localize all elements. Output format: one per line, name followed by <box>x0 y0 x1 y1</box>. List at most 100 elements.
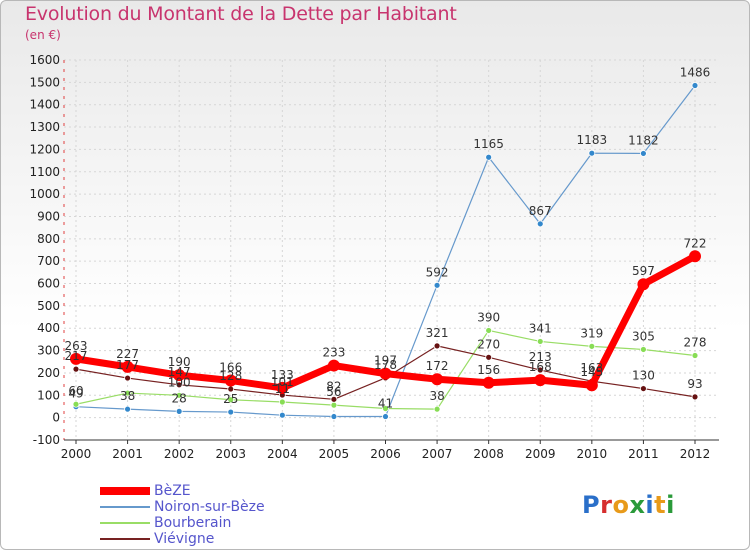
data-label: 178 <box>374 358 397 372</box>
y-tick-label: 1100 <box>29 165 60 179</box>
data-label: 1165 <box>473 137 504 151</box>
data-label: 390 <box>477 310 500 324</box>
data-label: 60 <box>68 384 83 398</box>
data-point <box>227 408 235 416</box>
data-point <box>379 367 392 380</box>
data-point <box>276 381 289 394</box>
data-point <box>72 400 80 408</box>
data-label: 1183 <box>577 133 608 147</box>
data-label: 341 <box>529 321 552 335</box>
data-point <box>330 395 338 403</box>
data-label: 278 <box>684 336 707 350</box>
legend: BèZE Noiron-sur-Bèze Bourberain Viévigne <box>100 483 265 547</box>
x-tick-label: 2008 <box>473 447 504 461</box>
data-point <box>588 149 596 157</box>
data-point <box>124 389 131 397</box>
data-label: 49 <box>68 387 83 401</box>
data-point <box>536 220 544 228</box>
legend-label: Viévigne <box>154 531 215 547</box>
data-point <box>175 381 183 389</box>
data-label: 592 <box>426 265 449 279</box>
data-label: 168 <box>529 360 552 374</box>
chart-title: Evolution du Montant de la Dette par Hab… <box>25 3 457 25</box>
data-point <box>433 281 441 289</box>
y-tick-label: 900 <box>37 209 60 223</box>
y-tick-label: 200 <box>37 366 60 380</box>
data-label: 147 <box>168 365 191 379</box>
data-label: 11 <box>275 382 290 396</box>
legend-label: Bourberain <box>154 515 232 531</box>
data-label: 93 <box>687 377 702 391</box>
x-tick-label: 2004 <box>267 447 298 461</box>
data-point <box>382 413 389 420</box>
y-tick-label: 100 <box>37 388 60 402</box>
data-label: 166 <box>219 361 242 375</box>
data-point <box>330 401 338 409</box>
legend-item: Viévigne <box>100 531 265 547</box>
data-label: 722 <box>684 236 707 250</box>
data-point <box>637 278 650 291</box>
data-label: 25 <box>223 392 238 406</box>
data-label: 28 <box>172 391 187 405</box>
data-label: 38 <box>120 389 135 403</box>
data-point <box>278 398 286 406</box>
data-point <box>175 407 183 415</box>
y-tick-label: 1300 <box>29 120 60 134</box>
legend-item: Bourberain <box>100 515 265 531</box>
data-point <box>691 352 699 359</box>
data-label: 597 <box>632 264 655 278</box>
data-point <box>124 374 131 382</box>
y-tick-label: 800 <box>37 232 60 246</box>
data-point <box>640 346 647 353</box>
data-label: 217 <box>65 349 88 363</box>
data-label: 172 <box>426 359 449 373</box>
data-point <box>482 376 495 389</box>
data-label: 130 <box>632 369 655 383</box>
data-point <box>124 405 131 413</box>
legend-item: Noiron-sur-Bèze <box>100 499 265 515</box>
y-tick-label: 1600 <box>29 53 60 67</box>
data-label: 133 <box>271 368 294 382</box>
proxiti-logo: Proxiti <box>582 491 675 519</box>
data-label: 263 <box>65 339 88 353</box>
data-point <box>175 391 183 399</box>
data-label: 270 <box>477 337 500 351</box>
data-point <box>485 327 493 334</box>
data-point <box>689 250 701 263</box>
y-tick-label: -100 <box>33 433 60 447</box>
data-label: 177 <box>116 358 139 372</box>
y-tick-label: 1400 <box>29 98 60 112</box>
data-label: 190 <box>168 355 191 369</box>
legend-swatch <box>100 506 150 508</box>
data-point <box>640 385 647 392</box>
x-tick-label: 2011 <box>628 447 659 461</box>
data-label: 100 <box>168 375 191 389</box>
data-label: 156 <box>477 363 500 377</box>
x-tick-label: 2006 <box>370 447 401 461</box>
data-point <box>70 352 82 365</box>
data-label: 227 <box>116 347 139 361</box>
legend-swatch <box>100 538 150 540</box>
data-point <box>536 338 544 345</box>
y-tick-label: 1000 <box>29 187 60 201</box>
data-point <box>278 411 286 419</box>
data-label: 1486 <box>680 65 711 79</box>
x-tick-label: 2002 <box>164 447 195 461</box>
y-tick-label: 500 <box>37 299 60 313</box>
data-label: 213 <box>529 350 552 364</box>
x-tick-label: 2010 <box>577 447 608 461</box>
data-point <box>691 82 699 89</box>
y-tick-label: 300 <box>37 344 60 358</box>
data-point <box>585 379 598 392</box>
x-tick-label: 2003 <box>215 447 246 461</box>
data-label: 867 <box>529 204 552 218</box>
y-tick-label: 600 <box>37 277 60 291</box>
data-label: 305 <box>632 329 655 343</box>
x-tick-label: 2005 <box>319 447 350 461</box>
data-point <box>330 413 338 420</box>
x-tick-label: 2009 <box>525 447 556 461</box>
data-point <box>382 405 389 412</box>
data-point <box>327 359 340 372</box>
data-point <box>121 360 134 373</box>
